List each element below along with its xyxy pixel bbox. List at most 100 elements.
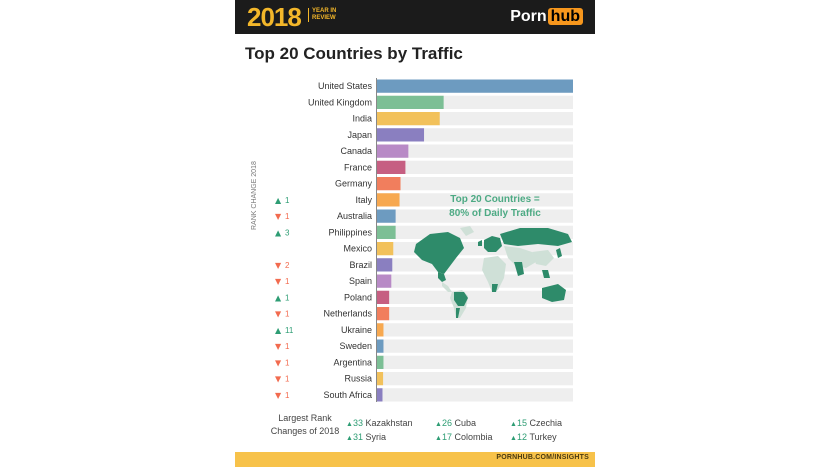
up-arrow-icon: ▲ <box>275 326 282 335</box>
rank-change-number: 12 <box>516 432 527 442</box>
down-arrow-icon: ▼ <box>275 358 282 367</box>
largest-rank-label-line-2: Changes of 2018 <box>270 426 340 436</box>
category-label: Ukraine <box>341 325 372 335</box>
down-arrow-icon: ▼ <box>275 375 282 384</box>
down-arrow-icon: ▼ <box>275 261 282 270</box>
rank-change-item: ▲31 Syria <box>346 431 386 445</box>
category-label: Philippines <box>328 227 372 237</box>
category-label: India <box>352 114 372 124</box>
up-arrow-icon: ▲ <box>275 196 282 205</box>
rank-change-country: Colombia <box>454 432 493 442</box>
rank-change-value: 1 <box>285 293 290 302</box>
up-arrow-icon: ▲ <box>510 421 517 428</box>
category-label: France <box>344 162 372 172</box>
rank-change-number: 33 <box>352 418 363 428</box>
bar-spain <box>377 274 392 288</box>
chart-title: Top 20 Countries by Traffic <box>245 44 463 63</box>
category-label: Netherlands <box>323 309 372 319</box>
down-arrow-icon: ▼ <box>275 342 282 351</box>
rank-change-value: 11 <box>285 326 294 335</box>
category-label: Argentina <box>333 357 372 367</box>
rank-change-number: 17 <box>441 432 452 442</box>
bar-track <box>377 290 573 304</box>
bar-track <box>377 307 573 321</box>
down-arrow-icon: ▼ <box>275 391 282 400</box>
bar-south-africa <box>377 388 383 402</box>
rank-change-value: 1 <box>285 391 290 400</box>
up-arrow-icon: ▲ <box>346 435 353 442</box>
bar-track <box>377 323 573 337</box>
bar-japan <box>377 128 425 142</box>
rank-change-value: 2 <box>285 261 290 270</box>
bar-philippines <box>377 225 396 239</box>
bar-track <box>377 193 573 207</box>
category-label: Germany <box>335 179 373 189</box>
year-in-review-label: YEAR IN REVIEW <box>308 8 342 22</box>
rank-change-item: ▲33 Kazakhstan <box>346 417 413 431</box>
bar-brazil <box>377 258 393 272</box>
bar-track <box>377 274 573 288</box>
category-label: United Kingdom <box>308 97 372 107</box>
bar-track <box>377 388 573 402</box>
bar-india <box>377 112 440 126</box>
bar-track <box>377 339 573 353</box>
rank-change-number: 26 <box>441 418 452 428</box>
rank-change-country: Kazakhstan <box>365 418 413 428</box>
rank-change-value: 1 <box>285 212 290 221</box>
rank-change-value: 1 <box>285 358 290 367</box>
category-label: South Africa <box>323 390 372 400</box>
rank-change-country: Turkey <box>529 432 557 442</box>
category-label: Poland <box>344 292 372 302</box>
bar-france <box>377 160 406 174</box>
rank-change-number: 15 <box>516 418 527 428</box>
bar-germany <box>377 177 401 191</box>
rank-change-item: ▲26 Cuba <box>435 417 476 431</box>
bar-netherlands <box>377 307 390 321</box>
chart-axis-line <box>376 78 377 402</box>
category-label: Russia <box>344 374 372 384</box>
category-label: Mexico <box>343 244 372 254</box>
bar-poland <box>377 290 390 304</box>
bar-track <box>377 209 573 223</box>
rank-change-item: ▲15 Czechia <box>510 417 562 431</box>
bar-track <box>377 372 573 386</box>
footer-bar: PORNHUB.COM/INSIGHTS <box>235 452 595 467</box>
callout-line-2: 80% of Daily Traffic <box>449 208 541 219</box>
bar-canada <box>377 144 409 158</box>
bar-track <box>377 144 573 158</box>
category-label: Italy <box>355 195 372 205</box>
up-arrow-icon: ▲ <box>275 293 282 302</box>
bar-australia <box>377 209 396 223</box>
brand-logo-part2: hub <box>547 8 583 25</box>
bar-united-states <box>377 79 573 93</box>
footer-link[interactable]: PORNHUB.COM/INSIGHTS <box>496 454 589 461</box>
up-arrow-icon: ▲ <box>275 228 282 237</box>
bar-ukraine <box>377 323 384 337</box>
traffic-callout: Top 20 Countries = 80% of Daily Traffic <box>440 193 550 221</box>
rank-change-value: 3 <box>285 228 290 237</box>
rank-change-country: Syria <box>365 432 386 442</box>
world-map-icon <box>414 226 572 318</box>
bar-argentina <box>377 355 384 369</box>
brand-logo[interactable]: Porn hub <box>510 7 583 27</box>
down-arrow-icon: ▼ <box>275 310 282 319</box>
largest-rank-label-line-1: Largest Rank <box>278 413 332 423</box>
category-label: Australia <box>337 211 372 221</box>
rank-change-item: ▲17 Colombia <box>435 431 493 445</box>
rank-change-value: 1 <box>285 277 290 286</box>
bar-united-kingdom <box>377 95 444 109</box>
bar-track <box>377 128 573 142</box>
bar-sweden <box>377 339 384 353</box>
down-arrow-icon: ▼ <box>275 212 282 221</box>
rank-change-value: 1 <box>285 196 290 205</box>
bar-track <box>377 177 573 191</box>
category-label: Canada <box>340 146 372 156</box>
down-arrow-icon: ▼ <box>275 277 282 286</box>
up-arrow-icon: ▲ <box>435 421 442 428</box>
category-label: Spain <box>349 276 372 286</box>
infographic-card: 2018 YEAR IN REVIEW Porn hub Top 20 Count… <box>235 0 595 467</box>
bar-chart: United States United Kingdom India Japan Can… <box>275 79 573 402</box>
callout-line-1: Top 20 Countries = <box>450 194 540 205</box>
up-arrow-icon: ▲ <box>346 421 353 428</box>
rank-change-item: ▲12 Turkey <box>510 431 557 445</box>
